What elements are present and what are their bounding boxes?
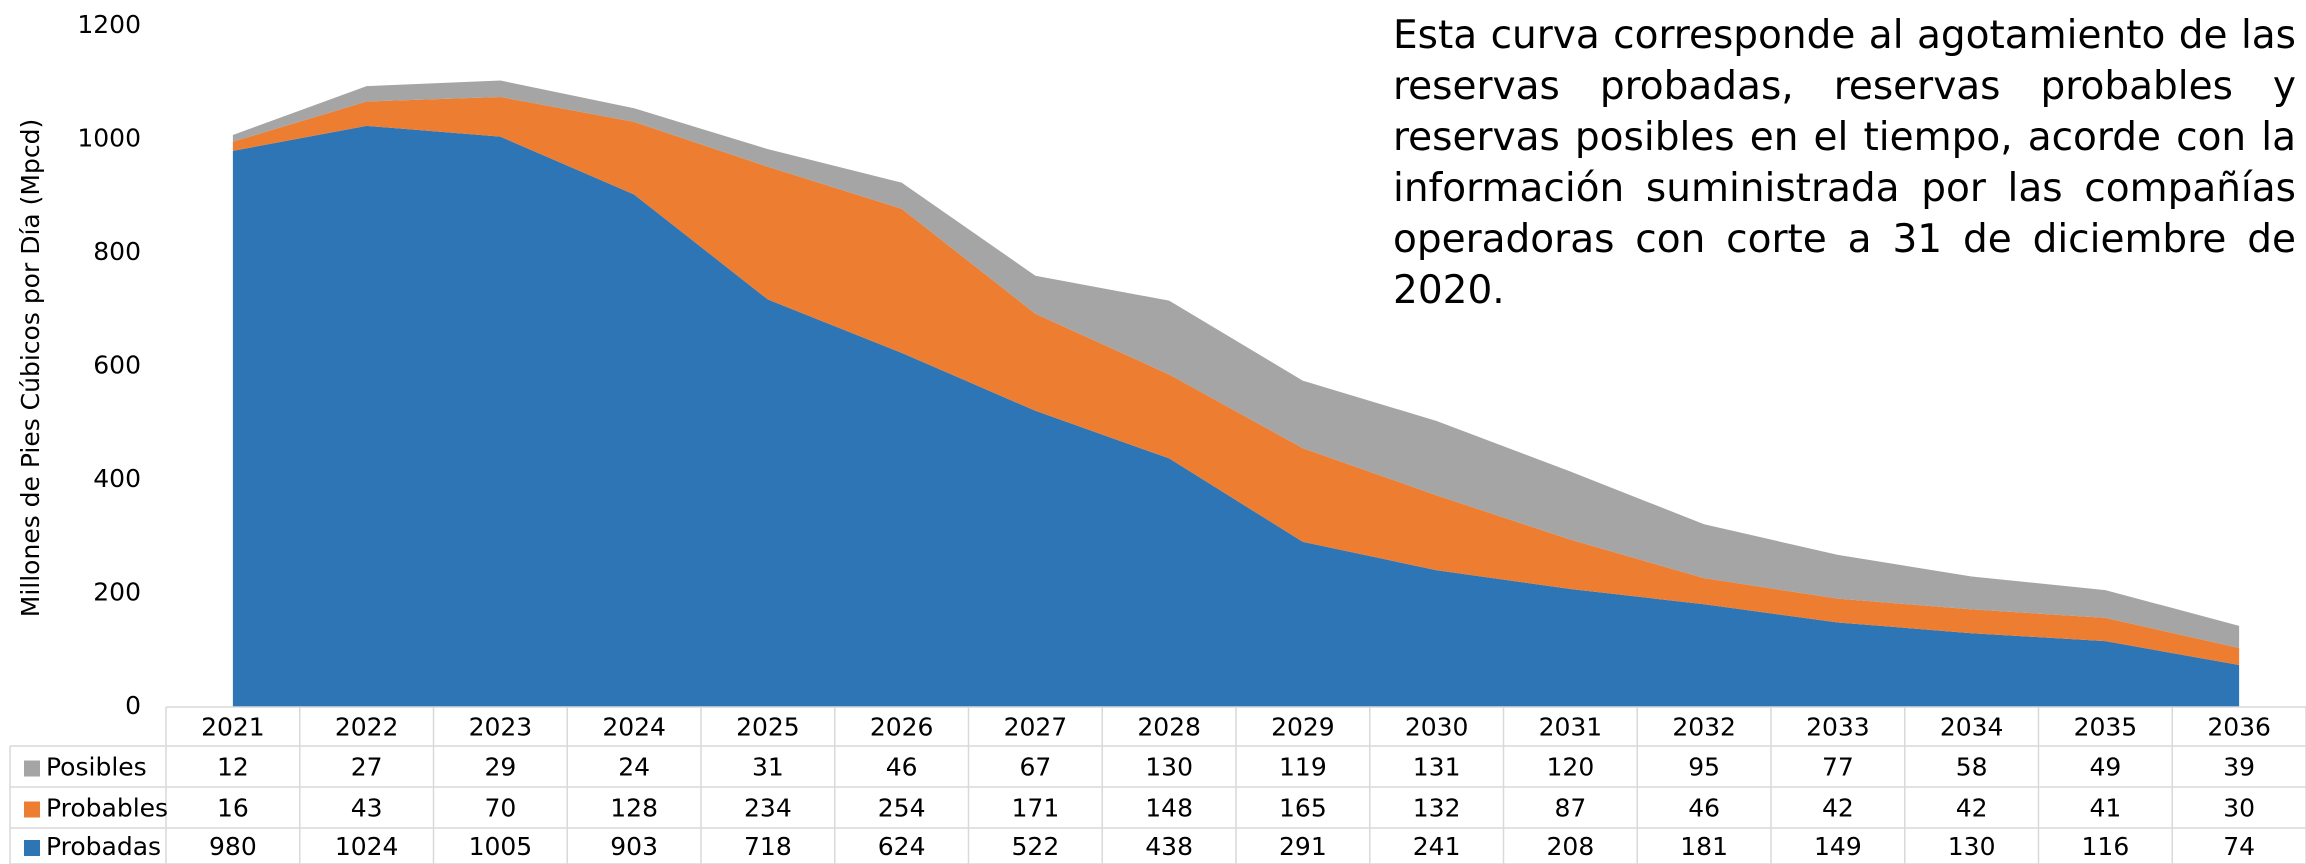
table-value: 46 — [1688, 794, 1720, 823]
table-value: 12 — [217, 753, 249, 782]
area — [232, 80, 2240, 648]
table-value: 29 — [484, 753, 516, 782]
x-tick-label: 2022 — [335, 713, 399, 742]
x-tick-label: 2036 — [2207, 713, 2271, 742]
x-tick-label: 2034 — [1940, 713, 2004, 742]
y-tick-label: 1000 — [77, 124, 141, 153]
table-value: 130 — [1948, 832, 1996, 861]
table-value: 181 — [1680, 832, 1728, 861]
table-value: 980 — [209, 832, 257, 861]
y-tick-label: 0 — [125, 691, 141, 720]
table-value: 254 — [878, 794, 926, 823]
table-value: 130 — [1145, 753, 1193, 782]
table-value: 70 — [484, 794, 516, 823]
table-value: 148 — [1145, 794, 1193, 823]
table-value: 165 — [1279, 794, 1327, 823]
table-value: 30 — [2223, 794, 2255, 823]
y-tick-label: 1200 — [77, 10, 141, 39]
table-value: 49 — [2089, 753, 2121, 782]
table-value: 46 — [886, 753, 918, 782]
table-value: 438 — [1145, 832, 1193, 861]
table-value: 234 — [744, 794, 792, 823]
table-value: 31 — [752, 753, 784, 782]
table-value: 58 — [1956, 753, 1988, 782]
table-value: 131 — [1413, 753, 1461, 782]
table-value: 87 — [1554, 794, 1586, 823]
legend-label: Probadas — [46, 832, 161, 861]
x-tick-label: 2029 — [1271, 713, 1335, 742]
legend-swatch — [24, 840, 40, 856]
table-value: 16 — [217, 794, 249, 823]
table-value: 116 — [2082, 832, 2130, 861]
table-value: 171 — [1012, 794, 1060, 823]
area — [232, 125, 2240, 707]
area — [232, 96, 2240, 666]
y-tick-label: 800 — [93, 237, 141, 266]
x-tick-label: 2025 — [736, 713, 800, 742]
table-value: 119 — [1279, 753, 1327, 782]
table-value: 39 — [2223, 753, 2255, 782]
x-tick-label: 2027 — [1004, 713, 1068, 742]
y-tick-label: 400 — [93, 464, 141, 493]
table-value: 291 — [1279, 832, 1327, 861]
table-value: 120 — [1547, 753, 1595, 782]
table-value: 67 — [1019, 753, 1051, 782]
annotation: Esta curva corresponde al agotamiento de… — [1393, 13, 2296, 313]
x-tick-label: 2026 — [870, 713, 934, 742]
y-tick-label: 600 — [93, 351, 141, 380]
table-value: 42 — [1822, 794, 1854, 823]
x-tick-label: 2032 — [1672, 713, 1736, 742]
x-tick-label: 2035 — [2074, 713, 2138, 742]
x-tick-label: 2024 — [602, 713, 666, 742]
table-value: 74 — [2223, 832, 2255, 861]
table-value: 208 — [1547, 832, 1595, 861]
y-tick-label: 200 — [93, 578, 141, 607]
legend-swatch — [24, 801, 40, 818]
table-value: 128 — [610, 794, 658, 823]
x-tick-label: 2031 — [1539, 713, 1603, 742]
table-value: 624 — [878, 832, 926, 861]
table-value: 718 — [744, 832, 792, 861]
x-tick-label: 2021 — [201, 713, 265, 742]
table-value: 1005 — [469, 832, 533, 861]
y-axis-label: Millones de Pies Cúbicos por Día (Mpcd) — [16, 119, 45, 617]
x-tick-label: 2028 — [1137, 713, 1201, 742]
table-value: 41 — [2089, 794, 2121, 823]
table-value: 77 — [1822, 753, 1854, 782]
table-value: 27 — [351, 753, 383, 782]
table-value: 42 — [1956, 794, 1988, 823]
table-value: 95 — [1688, 753, 1720, 782]
table-value: 241 — [1413, 832, 1461, 861]
table-value: 149 — [1814, 832, 1862, 861]
x-tick-label: 2030 — [1405, 713, 1469, 742]
table-value: 24 — [618, 753, 650, 782]
table-value: 132 — [1413, 794, 1461, 823]
table-value: 522 — [1012, 832, 1060, 861]
legend-label: Probables — [46, 794, 168, 823]
table-value: 1024 — [335, 832, 399, 861]
legend-label: Posibles — [46, 753, 147, 782]
x-tick-label: 2023 — [469, 713, 533, 742]
table-value: 43 — [351, 794, 383, 823]
legend-swatch — [24, 760, 40, 777]
table-value: 903 — [610, 832, 658, 861]
x-tick-label: 2033 — [1806, 713, 1870, 742]
